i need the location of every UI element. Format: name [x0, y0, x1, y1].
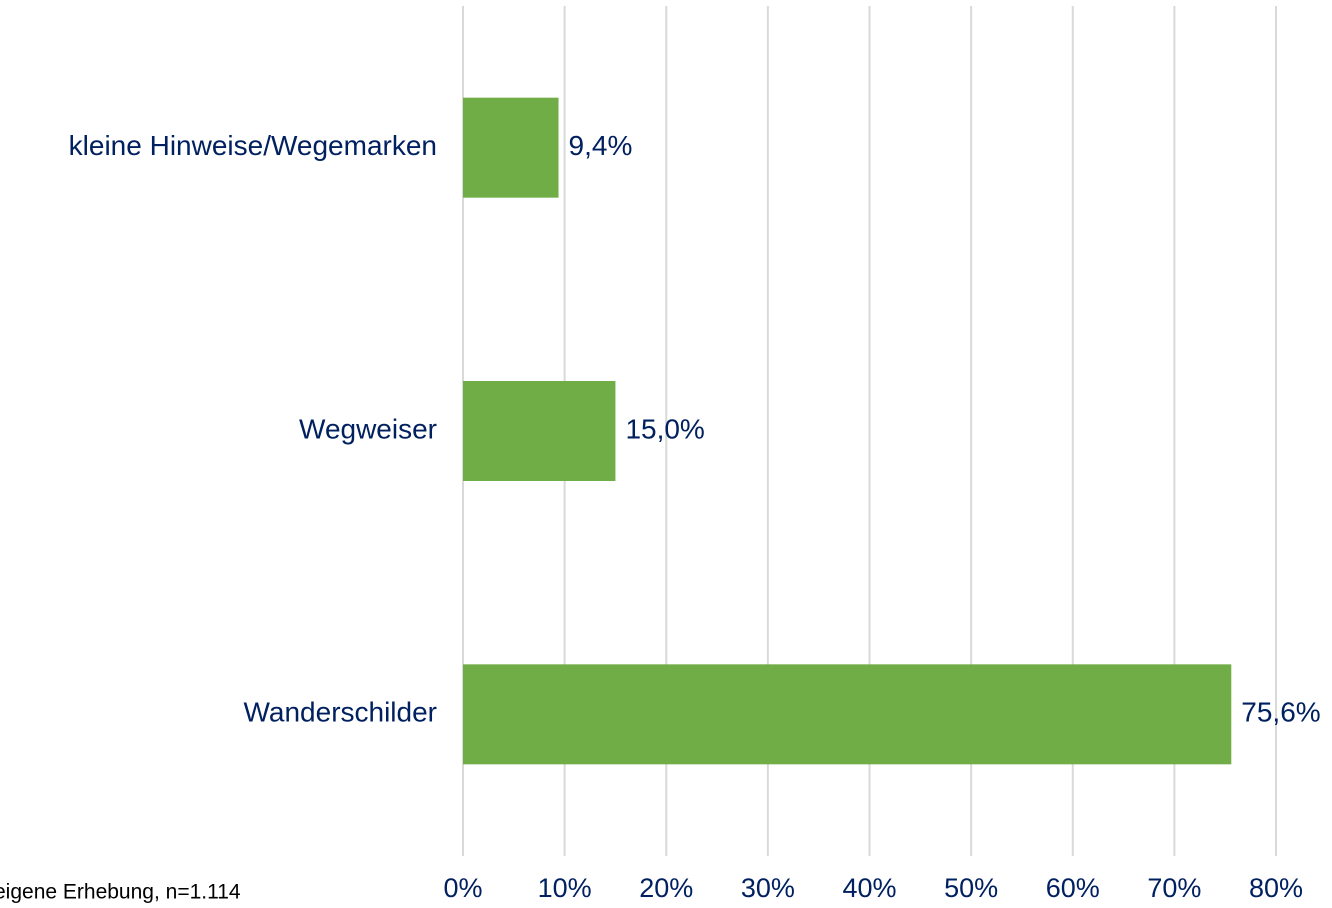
bar	[463, 664, 1232, 765]
x-tick-label: 40%	[842, 873, 896, 903]
x-tick-label: 50%	[944, 873, 998, 903]
x-tick-label: 70%	[1147, 873, 1201, 903]
value-label: 9,4%	[569, 130, 633, 161]
x-tick-label: 0%	[443, 873, 482, 903]
y-tick-label: Wegweiser	[299, 413, 437, 444]
y-tick-label: Wanderschilder	[244, 697, 437, 728]
x-tick-label: 20%	[639, 873, 693, 903]
value-label: 75,6%	[1241, 697, 1320, 728]
x-tick-label: 30%	[741, 873, 795, 903]
y-tick-label: kleine Hinweise/Wegemarken	[69, 130, 437, 161]
bar	[463, 97, 559, 198]
x-tick-label: 80%	[1249, 873, 1303, 903]
bar	[463, 381, 616, 481]
x-tick-label: 60%	[1046, 873, 1100, 903]
x-tick-label: 10%	[538, 873, 592, 903]
source-note: eigene Erhebung, n=1.114	[0, 881, 241, 904]
value-label: 15,0%	[625, 413, 704, 444]
